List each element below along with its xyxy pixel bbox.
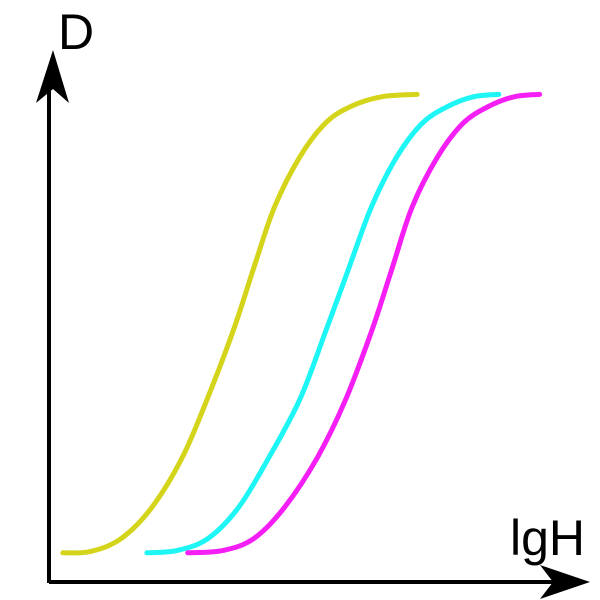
y-axis-label: D — [58, 4, 94, 60]
x-axis-arrow-icon — [540, 565, 590, 599]
series-line-3 — [185, 91, 543, 556]
series-line-1 — [60, 91, 420, 556]
axes — [36, 50, 590, 599]
series-layer — [60, 91, 543, 556]
y-axis-arrow-icon — [36, 50, 69, 103]
series-line-2 — [144, 91, 502, 556]
x-axis-label: lgH — [510, 510, 585, 566]
